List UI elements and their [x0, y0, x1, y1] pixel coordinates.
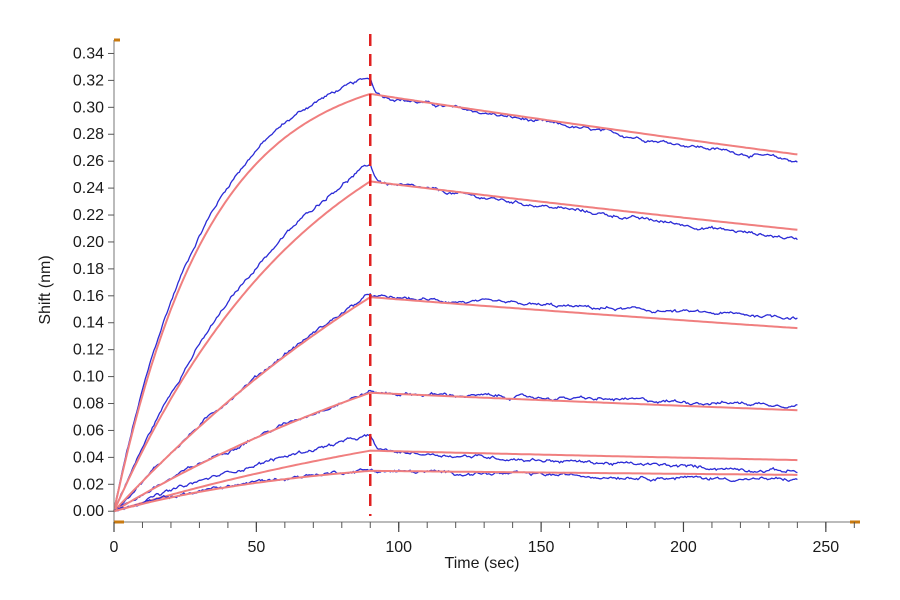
y-tick-label: 0.08 [73, 396, 104, 413]
y-tick-label: 0.30 [73, 99, 104, 116]
fit-curve-1 [113, 92, 798, 512]
y-tick-label: 0.22 [73, 207, 104, 224]
y-tick-label: 0.24 [73, 180, 104, 197]
x-tick-label: 200 [670, 539, 697, 556]
y-tick-label: 0.10 [73, 369, 104, 386]
fit-curve-4 [113, 391, 798, 513]
plot-series-layer [113, 34, 798, 516]
data-trace-3 [113, 293, 798, 511]
y-tick-label: 0.00 [73, 503, 104, 520]
data-trace-5 [113, 433, 798, 512]
y-tick-label: 0.26 [73, 153, 104, 170]
y-tick-label: 0.16 [73, 288, 104, 305]
data-trace-4 [113, 389, 798, 513]
data-trace-1 [113, 76, 798, 512]
y-tick-label: 0.02 [73, 476, 104, 493]
y-tick-label: 0.20 [73, 234, 104, 251]
x-axis-title: Time (sec) [445, 555, 520, 572]
axes-layer [108, 38, 860, 532]
y-tick-label: 0.18 [73, 261, 104, 278]
fit-curve-6 [113, 469, 798, 513]
y-axis-title: Shift (nm) [37, 255, 54, 324]
fit-curve-3 [113, 296, 798, 512]
x-tick-label: 0 [110, 539, 119, 556]
y-tick-label: 0.12 [73, 342, 104, 359]
x-tick-label: 50 [247, 539, 265, 556]
y-tick-label: 0.34 [73, 45, 104, 62]
y-tick-label: 0.14 [73, 315, 104, 332]
fit-curve-2 [113, 180, 798, 512]
y-tick-label: 0.06 [73, 422, 104, 439]
x-tick-label: 100 [385, 539, 412, 556]
data-trace-6 [113, 468, 798, 513]
y-tick-label: 0.04 [73, 449, 104, 466]
fit-curve-5 [113, 449, 798, 513]
data-trace-2 [113, 163, 798, 512]
x-tick-label: 250 [812, 539, 839, 556]
tick-labels-layer: 0.00 0.02 0.04 0.06 0.08 0.10 0.12 0.14 0.16 0.18… [73, 45, 839, 556]
y-tick-label: 0.28 [73, 126, 104, 143]
y-tick-label: 0.32 [73, 72, 104, 89]
x-tick-label: 150 [528, 539, 555, 556]
